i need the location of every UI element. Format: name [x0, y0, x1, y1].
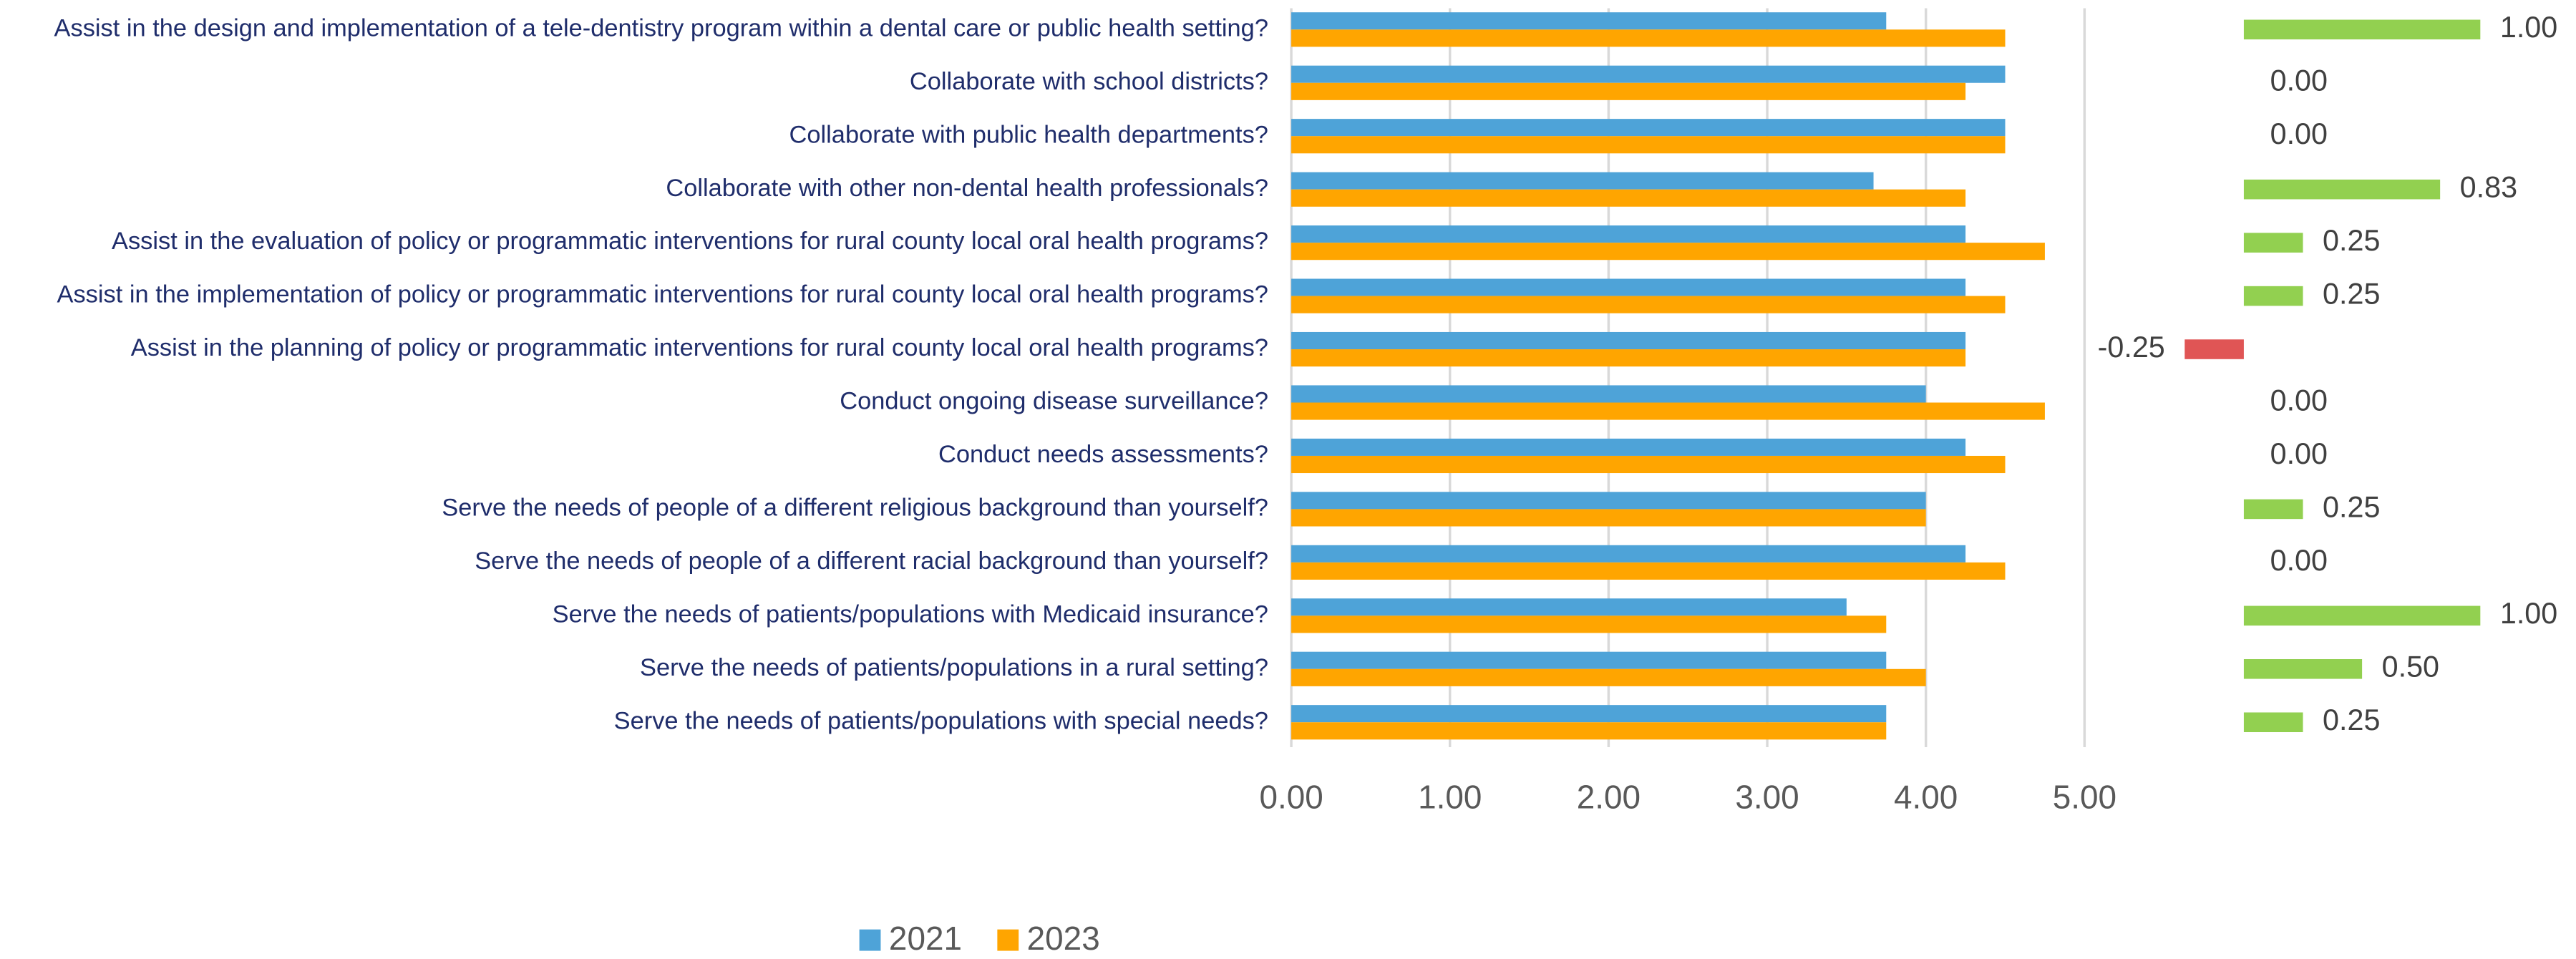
- diff-label: 0.25: [2323, 490, 2380, 523]
- category-label: Collaborate with public health departmen…: [789, 121, 1268, 148]
- legend-swatch: [997, 929, 1019, 951]
- category-label: Serve the needs of patients/populations …: [640, 654, 1268, 681]
- category-label: Assist in the implementation of policy o…: [57, 281, 1268, 308]
- bar: [1291, 402, 2045, 420]
- bar: [1291, 651, 1887, 669]
- category-label: Collaborate with other non-dental health…: [666, 175, 1268, 202]
- diff-bar: [2184, 339, 2244, 359]
- diff-label: 1.00: [2500, 11, 2557, 44]
- bar: [1291, 562, 2006, 580]
- x-tick-label: 3.00: [1735, 779, 1799, 816]
- bar: [1291, 65, 2006, 83]
- diff-label: 0.00: [2270, 437, 2328, 470]
- bar: [1291, 189, 1966, 207]
- diff-label: 0.83: [2460, 171, 2517, 204]
- diff-bar: [2243, 659, 2363, 679]
- category-label: Conduct needs assessments?: [938, 441, 1268, 468]
- bar: [1291, 349, 1966, 367]
- diff-label: 1.00: [2500, 597, 2557, 630]
- bar: [1291, 492, 1926, 510]
- x-tick-label: 0.00: [1259, 779, 1323, 816]
- bar: [1291, 615, 1887, 633]
- category-label: Assist in the planning of policy or prog…: [131, 334, 1268, 361]
- diff-label: 0.00: [2270, 117, 2328, 150]
- bar: [1291, 82, 1966, 100]
- bar: [1291, 172, 1874, 190]
- diff-label: 0.25: [2323, 224, 2380, 257]
- legend-label: 2023: [1027, 920, 1100, 957]
- x-tick-label: 2.00: [1577, 779, 1641, 816]
- bar: [1291, 598, 1847, 616]
- diff-label: 0.00: [2270, 384, 2328, 417]
- diff-label: 0.00: [2270, 544, 2328, 577]
- category-label: Serve the needs of people of a different…: [475, 547, 1268, 575]
- diff-label: 0.25: [2323, 277, 2380, 310]
- diff-bar: [2243, 179, 2441, 200]
- bar: [1291, 455, 2006, 474]
- diff-label: 0.00: [2270, 64, 2328, 97]
- category-label: Conduct ongoing disease surveillance?: [840, 388, 1268, 415]
- category-label: Serve the needs of patients/populations …: [553, 600, 1268, 628]
- bar: [1291, 29, 2006, 47]
- bar: [1291, 119, 2006, 137]
- category-label: Assist in the design and implementation …: [54, 14, 1268, 42]
- diff-bar: [2243, 19, 2481, 40]
- category-label: Assist in the evaluation of policy or pr…: [112, 228, 1268, 255]
- category-label: Serve the needs of people of a different…: [442, 495, 1268, 522]
- category-label: Collaborate with school districts?: [910, 68, 1268, 95]
- x-tick-label: 4.00: [1894, 779, 1958, 816]
- bar: [1291, 243, 2045, 261]
- diff-label: 0.25: [2323, 704, 2380, 736]
- bar: [1291, 296, 2006, 313]
- legend-label: 2021: [889, 920, 962, 957]
- diff-bar: [2243, 499, 2303, 520]
- diff-label: -0.25: [2098, 331, 2165, 364]
- bar: [1291, 385, 1926, 403]
- diff-bar: [2243, 233, 2303, 253]
- diff-bar: [2243, 286, 2303, 306]
- diff-label: 0.50: [2382, 651, 2439, 683]
- legend-swatch: [859, 929, 881, 951]
- bar: [1291, 331, 1966, 350]
- bar: [1291, 545, 1966, 563]
- bar: [1291, 278, 1966, 296]
- bar: [1291, 225, 1966, 243]
- diff-bar: [2243, 712, 2303, 733]
- bar: [1291, 12, 1887, 30]
- bar: [1291, 136, 2006, 154]
- bar: [1291, 438, 1966, 456]
- category-label: Serve the needs of patients/populations …: [614, 707, 1268, 734]
- bar: [1291, 722, 1887, 740]
- bar: [1291, 509, 1926, 527]
- bar: [1291, 705, 1887, 723]
- x-tick-label: 5.00: [2053, 779, 2116, 816]
- x-tick-label: 1.00: [1418, 779, 1482, 816]
- bar: [1291, 668, 1926, 686]
- diff-bar: [2243, 605, 2481, 626]
